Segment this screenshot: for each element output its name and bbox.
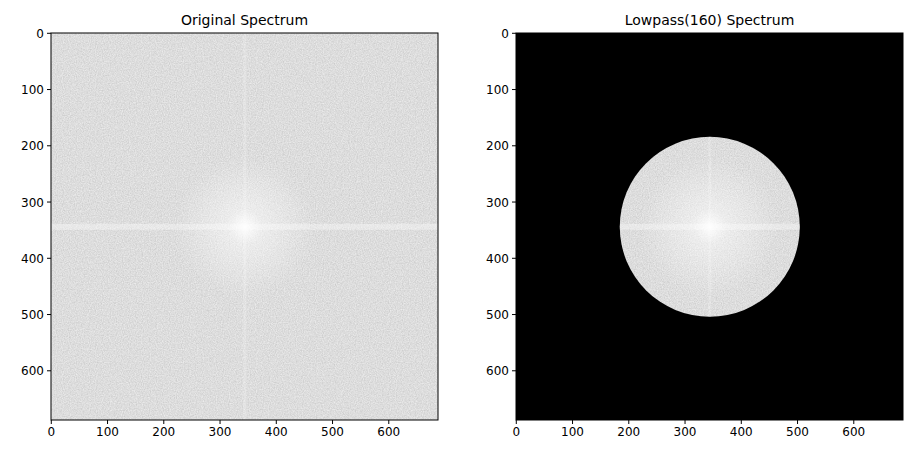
x-tick-label: 500: [321, 425, 344, 439]
y-tick-label: 400: [21, 252, 44, 266]
axes-frame: [51, 33, 438, 420]
x-tick-label: 300: [674, 425, 697, 439]
spectrum-noise: [51, 33, 438, 420]
y-tick: [47, 145, 51, 146]
x-tick: [797, 420, 798, 424]
y-tick-label: 300: [486, 196, 509, 210]
dc-glow: [640, 157, 780, 297]
figure-svg: 0 100 200 300 400 500 600 0 100 200 300 400 500 600 Or…: [0, 0, 914, 458]
lowpass-radius: [620, 137, 800, 317]
y-tick-label: 600: [21, 364, 44, 378]
x-tick-label: 400: [730, 425, 753, 439]
y-tick-label: 100: [21, 83, 44, 97]
y-tick: [47, 89, 51, 90]
x-tick-label: 400: [265, 425, 288, 439]
y-tick-label: 600: [486, 364, 509, 378]
y-tick: [47, 314, 51, 315]
y-tick-label: 0: [36, 27, 44, 41]
y-tick: [512, 33, 516, 34]
x-tick-label: 200: [152, 425, 175, 439]
image-area: [516, 33, 903, 420]
y-tick-label: 200: [21, 139, 44, 153]
dc-glow: [175, 157, 315, 297]
y-tick: [512, 89, 516, 90]
x-tick: [276, 420, 277, 424]
x-tick: [388, 420, 389, 424]
x-tick: [741, 420, 742, 424]
x-tick: [572, 420, 573, 424]
y-tick: [512, 202, 516, 203]
x-tick-label: 100: [561, 425, 584, 439]
x-tick: [220, 420, 221, 424]
title: Original Spectrum: [181, 12, 308, 28]
y-tick: [47, 33, 51, 34]
x-tick: [163, 420, 164, 424]
x-tick-label: 100: [96, 425, 119, 439]
title: Lowpass(160) Spectrum: [625, 12, 795, 28]
x-tick-label: 600: [842, 425, 865, 439]
image-area: [51, 33, 438, 420]
y-tick: [512, 258, 516, 259]
x-tick-label: 300: [209, 425, 232, 439]
lowpass-disk: [516, 33, 903, 420]
y-tick-label: 100: [486, 83, 509, 97]
masked-background: [516, 33, 903, 420]
y-tick: [47, 202, 51, 203]
x-tick: [853, 420, 854, 424]
x-tick-label: 0: [47, 425, 55, 439]
figure: 0 100 200 300 400 500 600 0 100 200 300 400 500 600 Or…: [0, 0, 914, 458]
x-tick-label: 600: [377, 425, 400, 439]
y-tick-label: 500: [21, 308, 44, 322]
y-tick-label: 0: [501, 27, 509, 41]
x-tick-label: 500: [786, 425, 809, 439]
x-tick: [516, 420, 517, 424]
y-tick-label: 400: [486, 252, 509, 266]
x-tick: [107, 420, 108, 424]
x-tick: [332, 420, 333, 424]
y-tick-label: 300: [21, 196, 44, 210]
x-tick-label: 200: [617, 425, 640, 439]
y-tick: [512, 314, 516, 315]
x-tick-label: 0: [512, 425, 520, 439]
axes-frame: [516, 33, 903, 420]
spectrum-noise: [516, 33, 903, 420]
y-tick: [47, 258, 51, 259]
x-tick: [685, 420, 686, 424]
y-tick-label: 500: [486, 308, 509, 322]
y-tick: [512, 370, 516, 371]
y-tick: [512, 145, 516, 146]
y-tick-label: 200: [486, 139, 509, 153]
x-tick: [628, 420, 629, 424]
x-tick: [51, 420, 52, 424]
y-tick: [47, 370, 51, 371]
